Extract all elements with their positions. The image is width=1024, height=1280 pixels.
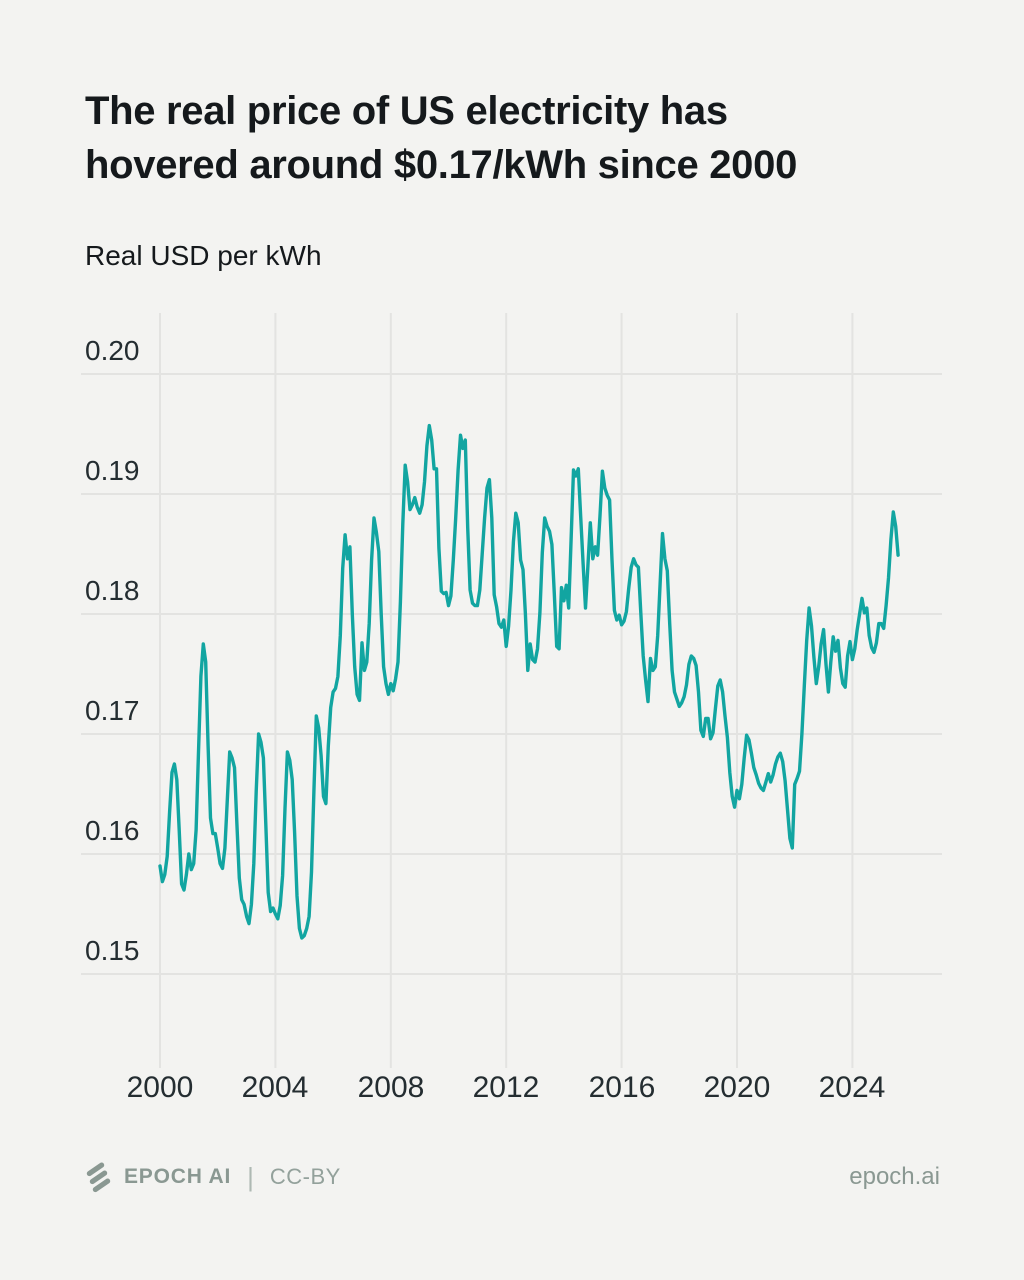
y-tick-label: 0.17 xyxy=(85,695,140,726)
title-line-1: The real price of US electricity has xyxy=(85,89,728,133)
x-tick-label: 2012 xyxy=(472,1071,540,1104)
y-tick-label: 0.19 xyxy=(85,455,140,486)
x-tick-label: 2020 xyxy=(703,1071,771,1104)
y-tick-label: 0.18 xyxy=(85,575,140,606)
x-tick-label: 2008 xyxy=(357,1071,425,1104)
license-badge: CC-BY xyxy=(269,1164,341,1189)
x-tick-label: 2004 xyxy=(241,1071,309,1104)
page-title: The real price of US electricity has hov… xyxy=(85,84,885,192)
y-tick-label: 0.16 xyxy=(85,815,140,846)
x-tick-label: 2024 xyxy=(818,1071,886,1104)
footer: EPOCH AI | CC-BY epoch.ai xyxy=(85,1156,940,1198)
footer-separator: | xyxy=(247,1161,254,1192)
y-axis-title: Real USD per kWh xyxy=(85,240,322,271)
y-tick-label: 0.15 xyxy=(85,935,140,966)
epoch-ai-logo-icon xyxy=(86,1161,111,1192)
series-line xyxy=(158,423,900,940)
footer-attribution: EPOCH AI | CC-BY xyxy=(85,1162,341,1193)
y-tick-label: 0.20 xyxy=(85,335,140,366)
brand-name: EPOCH AI xyxy=(124,1165,232,1188)
x-tick-label: 2016 xyxy=(588,1071,656,1104)
x-tick-label: 2000 xyxy=(126,1071,194,1104)
title-line-2: hovered around $0.17/kWh since 2000 xyxy=(85,143,798,187)
website-link[interactable]: epoch.ai xyxy=(849,1163,940,1190)
